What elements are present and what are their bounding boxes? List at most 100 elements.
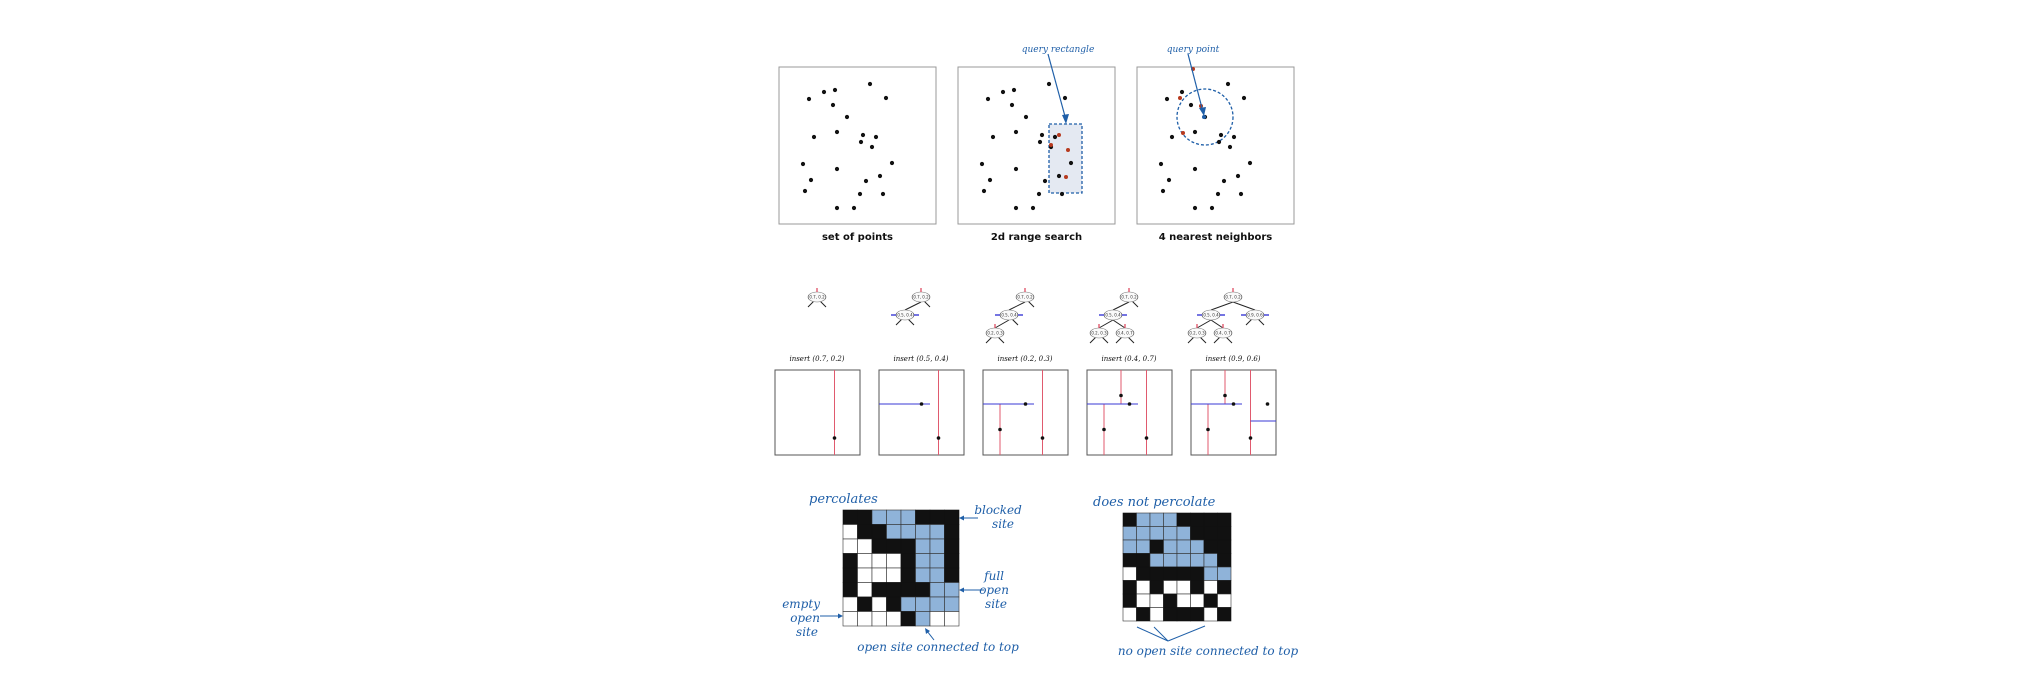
blocked-site — [1217, 553, 1232, 568]
point-set — [979, 81, 1074, 211]
full-open-site — [929, 538, 945, 554]
full-open-site — [1190, 553, 1205, 568]
panel-frame — [957, 66, 1116, 225]
blocked-site — [1203, 539, 1218, 554]
point — [1218, 132, 1224, 138]
empty-open-site — [1136, 580, 1151, 595]
point — [877, 173, 883, 179]
point — [1169, 134, 1175, 140]
point — [1188, 102, 1194, 108]
label-arrow — [926, 630, 935, 641]
point — [1247, 160, 1253, 166]
blocked-site — [1217, 526, 1232, 541]
tree-link — [1115, 336, 1123, 344]
empty-open-site — [857, 567, 873, 583]
blocked-site — [1176, 607, 1191, 622]
insert-step-label: insert (0.2, 0.3) — [997, 355, 1052, 363]
query-point-label: query point — [1167, 45, 1220, 55]
empty-open-site — [886, 553, 902, 569]
inserted-point — [1040, 436, 1045, 440]
tree-node-label: (0.7, 0.2) — [912, 295, 931, 300]
percolation-left: percolates blocked site full open site e… — [782, 492, 1025, 654]
full-open-site — [929, 582, 945, 598]
point — [1023, 114, 1029, 120]
highlighted-point — [1181, 131, 1185, 135]
full-open-site — [915, 611, 931, 627]
full-open-site — [900, 509, 916, 525]
blocked-site — [1136, 553, 1151, 568]
blocked-site — [900, 582, 916, 598]
blocked-site — [1190, 566, 1205, 581]
point — [851, 205, 857, 211]
point — [834, 129, 840, 135]
point — [869, 144, 875, 150]
panel-set-of-points: set of points — [778, 66, 937, 243]
kdtree-step: (0.7, 0.2) (0.5, 0.4) (0.9, 0.6) (0.2, 0.3)… — [1187, 288, 1277, 456]
point — [1221, 178, 1227, 184]
tree-link — [1199, 336, 1207, 344]
point — [1052, 134, 1058, 140]
blocked-site — [1149, 580, 1164, 595]
point — [1068, 160, 1074, 166]
blocked-site — [842, 582, 858, 598]
blocked-site — [900, 553, 916, 569]
partition-box — [878, 369, 965, 456]
blocked-site — [1190, 512, 1205, 527]
full-open-site — [1136, 539, 1151, 554]
tree-link — [907, 318, 915, 326]
blocked-site — [1217, 512, 1232, 527]
full-open-site — [929, 596, 945, 612]
blocked-site — [1190, 607, 1205, 622]
point-set — [800, 81, 895, 211]
point — [806, 96, 812, 102]
point — [1158, 161, 1164, 167]
full-open-site — [1136, 512, 1151, 527]
empty-open-site — [1176, 580, 1191, 595]
tree-link — [1112, 301, 1130, 311]
blocked-site — [1122, 580, 1137, 595]
tree-node-label: (0.4, 0.7) — [1116, 331, 1135, 336]
blocked-site — [1217, 580, 1232, 595]
percolation-title: does not percolate — [1093, 495, 1216, 510]
query-point — [1202, 115, 1206, 119]
insert-step-label: insert (0.9, 0.6) — [1205, 355, 1260, 363]
full-open-site — [1176, 553, 1191, 568]
blocked-site — [944, 509, 960, 525]
query-rectangle — [1048, 123, 1083, 194]
point — [1046, 81, 1052, 87]
point — [1013, 166, 1019, 172]
tree-node-label: (0.7, 0.2) — [1120, 295, 1139, 300]
blocked-site — [944, 553, 960, 569]
point — [1013, 205, 1019, 211]
empty-open-site — [1163, 580, 1178, 595]
percolation-grid — [842, 509, 960, 627]
insert-step-label: insert (0.5, 0.4) — [893, 355, 948, 363]
blocked-site — [857, 509, 873, 525]
blocked-site — [1217, 539, 1232, 554]
percolation-grid — [1122, 512, 1232, 622]
blocked-site — [1122, 593, 1137, 608]
blocked-site — [1136, 566, 1151, 581]
blocked-site — [1217, 607, 1232, 622]
point — [1179, 89, 1185, 95]
point — [1241, 95, 1247, 101]
tree-link — [895, 318, 903, 326]
tree-node-label: (0.9, 0.6) — [1246, 313, 1265, 318]
tree-link — [1245, 318, 1253, 326]
inserted-point — [1206, 427, 1210, 432]
blocked-site-label: blocked site — [974, 503, 1025, 531]
empty-open-site — [1190, 593, 1205, 608]
full-open-site — [1203, 553, 1218, 568]
inserted-point — [1127, 402, 1132, 406]
tree-node-label: (0.5, 0.4) — [1104, 313, 1123, 318]
full-open-site — [1163, 553, 1178, 568]
full-open-site — [915, 553, 931, 569]
empty-open-site — [842, 611, 858, 627]
blocked-site — [900, 611, 916, 627]
point — [1009, 102, 1015, 108]
highlighted-point — [1049, 143, 1053, 147]
full-open-site — [1176, 539, 1191, 554]
connected-label: open site connected to top — [857, 640, 1019, 654]
point — [844, 114, 850, 120]
